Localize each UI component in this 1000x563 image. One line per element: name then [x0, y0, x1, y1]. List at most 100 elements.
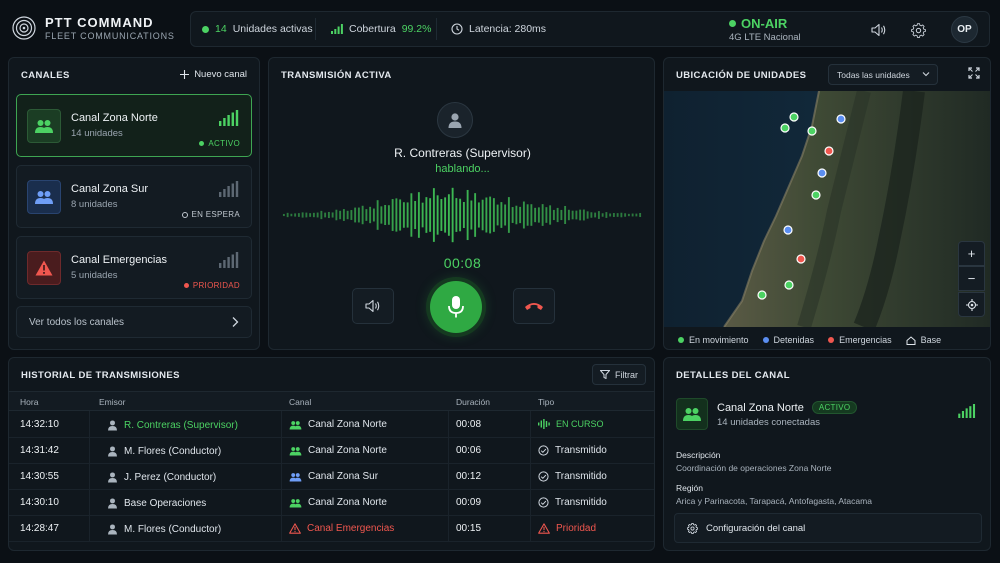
unit-filter-select[interactable]: Todas las unidades: [828, 64, 938, 85]
zoom-out-button[interactable]: −: [958, 266, 985, 291]
waveform-bar: [440, 199, 443, 231]
waveform-bar: [545, 207, 548, 223]
user-avatar[interactable]: OP: [951, 16, 978, 43]
status-dot-icon: [199, 141, 205, 146]
waveform-bar: [376, 200, 379, 230]
map-panel: UBICACIÓN DE UNIDADES Todas las unidades…: [663, 57, 991, 350]
view-all-channels-button[interactable]: Ver todos los canales: [16, 306, 252, 338]
channel-card-emergencias[interactable]: Canal Emergencias 5 unidades PRIORIDAD: [16, 236, 252, 299]
unit-marker[interactable]: [784, 280, 794, 290]
unit-marker[interactable]: [783, 225, 793, 235]
cell-channel: Canal Emergencias: [289, 523, 394, 534]
cell-type: Transmitido: [538, 445, 607, 456]
group-icon: [289, 498, 302, 508]
details-title: DETALLES DEL CANAL: [676, 370, 790, 381]
sender-text: M. Flores (Conductor): [124, 445, 222, 457]
channel-name: Canal Zona Sur: [71, 183, 149, 195]
waveform-bar: [384, 205, 387, 225]
settings-button[interactable]: [907, 19, 929, 41]
zoom-in-button[interactable]: +: [958, 241, 985, 266]
table-row[interactable]: 14:31:42 M. Flores (Conductor) Canal Zona …: [9, 438, 654, 464]
waveform-bar: [597, 211, 600, 219]
transmission-title: TRANSMISIÓN ACTIVA: [281, 70, 392, 81]
table-row[interactable]: 14:30:10 Base Operaciones Canal Zona Norte…: [9, 490, 654, 516]
channel-text: Canal Zona Sur: [308, 471, 379, 482]
unit-marker[interactable]: [811, 190, 821, 200]
table-row[interactable]: 14:30:55 J. Perez (Conductor) Canal Zona S…: [9, 464, 654, 490]
speaker-avatar: [437, 102, 473, 138]
unit-marker[interactable]: [807, 126, 817, 136]
unit-marker[interactable]: [780, 123, 790, 133]
new-channel-button[interactable]: Nuevo canal: [180, 69, 247, 80]
cell-type: Transmitido: [538, 471, 607, 482]
type-text: Transmitido: [555, 497, 607, 508]
channels-title: CANALES: [21, 70, 70, 81]
end-call-button[interactable]: [513, 288, 555, 324]
waveform-bar: [305, 212, 308, 218]
waveform-bar: [444, 197, 447, 233]
table-row[interactable]: 14:28:47 M. Flores (Conductor) Canal Emerg…: [9, 516, 654, 542]
waveform-bar: [575, 210, 578, 220]
units-map[interactable]: [664, 91, 991, 327]
col-channel[interactable]: Canal: [289, 397, 312, 407]
col-duration[interactable]: Duración: [456, 397, 491, 407]
waveform-bar: [541, 204, 544, 226]
fullscreen-icon[interactable]: [968, 67, 980, 79]
signal-bars-icon: [219, 252, 239, 268]
waveform-bar: [474, 193, 477, 237]
waveform-bar: [365, 209, 368, 221]
volume-button[interactable]: [868, 19, 890, 41]
table-row[interactable]: 14:32:10 R. Contreras (Supervisor) Canal Z…: [9, 412, 654, 438]
unit-marker[interactable]: [824, 146, 834, 156]
waveform-bar: [410, 193, 413, 237]
waveform-bar: [522, 201, 525, 229]
unit-marker[interactable]: [817, 168, 827, 178]
unit-marker[interactable]: [789, 112, 799, 122]
map-title: UBICACIÓN DE UNIDADES: [676, 70, 807, 81]
waveform-bar: [579, 209, 582, 221]
waveform-bar: [507, 197, 510, 233]
waveform-bar: [391, 199, 394, 231]
signal-bars-icon: [219, 110, 239, 126]
waveform-bar: [331, 212, 334, 218]
active-units-count: 14: [215, 23, 227, 35]
gear-icon: [687, 522, 698, 534]
warning-icon: [27, 251, 61, 285]
col-sender[interactable]: Emisor: [99, 397, 126, 407]
waveform-bar: [466, 189, 469, 241]
channel-text: Canal Emergencias: [307, 523, 395, 534]
filter-button[interactable]: Filtrar: [592, 364, 646, 385]
person-icon: [448, 113, 462, 128]
unit-marker[interactable]: [796, 254, 806, 264]
waveform-bar: [402, 202, 405, 228]
waveform-bar: [316, 212, 319, 218]
channel-config-button[interactable]: Configuración del canal: [674, 513, 982, 543]
group-icon: [676, 398, 708, 430]
waveform-bar: [432, 188, 435, 242]
push-to-talk-button[interactable]: [430, 281, 482, 333]
waveform-bar: [481, 199, 484, 231]
cell-channel: Canal Zona Norte: [289, 445, 387, 456]
unit-marker[interactable]: [836, 114, 846, 124]
channel-card-zona-sur[interactable]: Canal Zona Sur 8 unidades EN ESPERA: [16, 165, 252, 228]
latency-label: Latencia: 280ms: [469, 23, 547, 35]
waveform-bar: [504, 204, 507, 226]
group-icon: [289, 472, 302, 482]
col-type[interactable]: Tipo: [538, 397, 555, 407]
waveform-bar: [515, 205, 518, 225]
waveform-bar: [612, 213, 615, 217]
speaker-toggle-button[interactable]: [352, 288, 394, 324]
locate-button[interactable]: [958, 292, 985, 317]
legend-base: Base: [906, 335, 941, 345]
cell-duration: 00:15: [456, 523, 482, 534]
col-time[interactable]: Hora: [20, 397, 39, 407]
person-icon: [108, 472, 117, 483]
waveform-bar: [582, 209, 585, 221]
channel-units: 8 unidades: [71, 199, 118, 210]
channel-text: Canal Zona Norte: [308, 497, 387, 508]
waveform-bar: [552, 209, 555, 221]
channel-card-zona-norte[interactable]: Canal Zona Norte 14 unidades ACTIVO: [16, 94, 252, 157]
coverage-stat: Cobertura 99.2%: [331, 23, 431, 35]
waveform-bar: [346, 210, 349, 220]
unit-marker[interactable]: [757, 290, 767, 300]
